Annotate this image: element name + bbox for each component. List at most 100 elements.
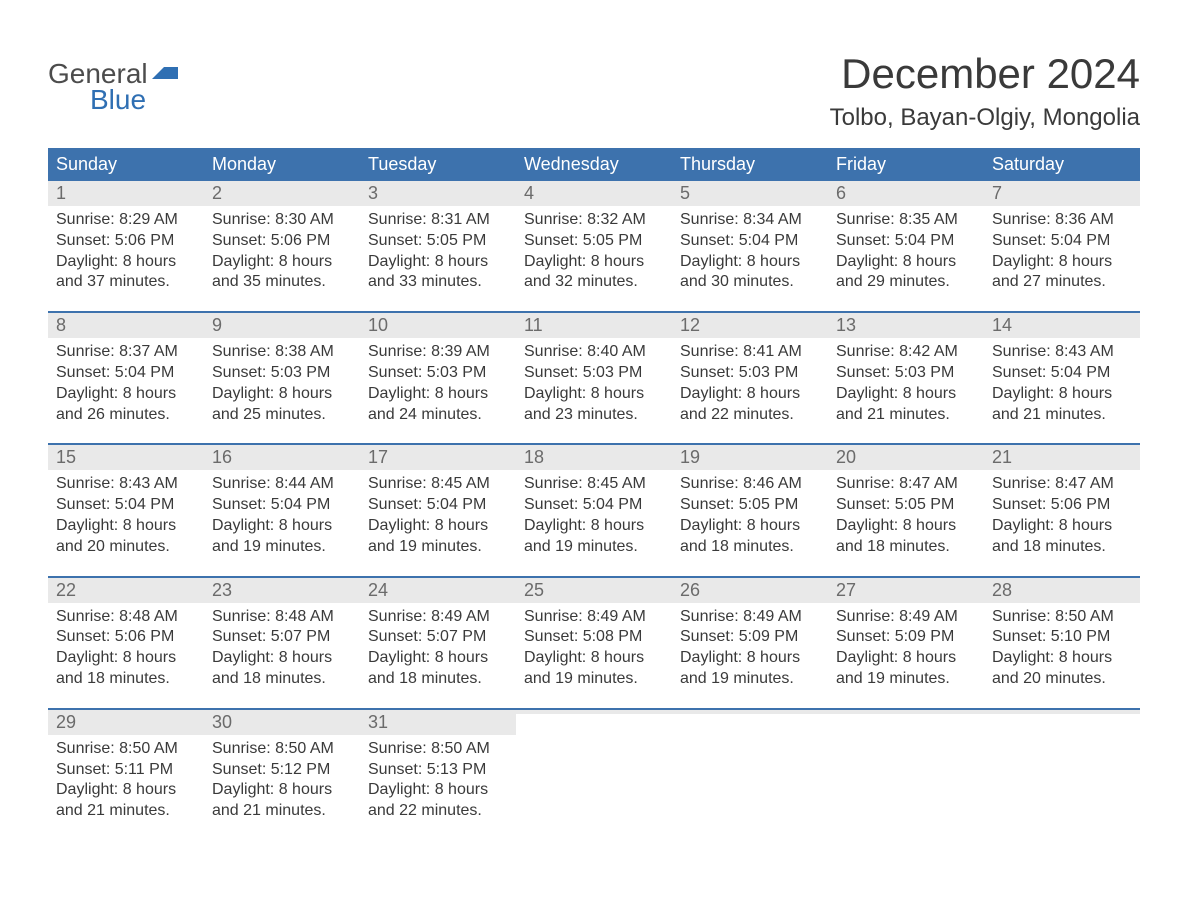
day-number: 22 [56,580,76,600]
week-row: 29Sunrise: 8:50 AMSunset: 5:11 PMDayligh… [48,708,1140,830]
brand-logo: General Blue [48,58,182,116]
sunset-text: Sunset: 5:06 PM [56,231,196,252]
dl2-text: and 21 minutes. [56,801,196,822]
sunset-text: Sunset: 5:10 PM [992,627,1132,648]
title-block: December 2024 Tolbo, Bayan-Olgiy, Mongol… [830,40,1140,142]
sunset-text: Sunset: 5:03 PM [212,363,352,384]
day-number-row: 3 [360,181,516,206]
day-number-row [984,710,1140,714]
sunrise-text: Sunrise: 8:49 AM [680,607,820,628]
weekday-header: Wednesday [516,148,672,181]
weekday-header: Saturday [984,148,1140,181]
day-number-row: 18 [516,445,672,470]
dl1-text: Daylight: 8 hours [212,252,352,273]
day-cell: 24Sunrise: 8:49 AMSunset: 5:07 PMDayligh… [360,578,516,698]
day-cell: 20Sunrise: 8:47 AMSunset: 5:05 PMDayligh… [828,445,984,565]
dl2-text: and 19 minutes. [836,669,976,690]
sunset-text: Sunset: 5:05 PM [524,231,664,252]
dl2-text: and 37 minutes. [56,272,196,293]
dl1-text: Daylight: 8 hours [524,252,664,273]
day-number: 28 [992,580,1012,600]
day-cell: 19Sunrise: 8:46 AMSunset: 5:05 PMDayligh… [672,445,828,565]
dl1-text: Daylight: 8 hours [212,384,352,405]
sunset-text: Sunset: 5:12 PM [212,760,352,781]
dl2-text: and 21 minutes. [992,405,1132,426]
sunset-text: Sunset: 5:06 PM [56,627,196,648]
dl2-text: and 20 minutes. [56,537,196,558]
day-number: 21 [992,447,1012,467]
day-number: 27 [836,580,856,600]
dl2-text: and 18 minutes. [836,537,976,558]
sunrise-text: Sunrise: 8:43 AM [992,342,1132,363]
dl2-text: and 27 minutes. [992,272,1132,293]
day-cell: 12Sunrise: 8:41 AMSunset: 5:03 PMDayligh… [672,313,828,433]
dl1-text: Daylight: 8 hours [836,252,976,273]
week-row: 15Sunrise: 8:43 AMSunset: 5:04 PMDayligh… [48,443,1140,565]
day-number: 9 [212,315,222,335]
day-number-row: 24 [360,578,516,603]
weekday-header: Thursday [672,148,828,181]
dl2-text: and 25 minutes. [212,405,352,426]
day-cell: 29Sunrise: 8:50 AMSunset: 5:11 PMDayligh… [48,710,204,830]
day-cell [828,710,984,830]
sunset-text: Sunset: 5:04 PM [836,231,976,252]
sunset-text: Sunset: 5:04 PM [212,495,352,516]
page: General Blue December 2024 Tolbo, Bayan-… [0,0,1188,918]
day-number-row: 11 [516,313,672,338]
day-number-row: 1 [48,181,204,206]
dl2-text: and 19 minutes. [368,537,508,558]
sunset-text: Sunset: 5:11 PM [56,760,196,781]
day-number-row: 6 [828,181,984,206]
day-number-row: 31 [360,710,516,735]
sunrise-text: Sunrise: 8:45 AM [524,474,664,495]
day-number-row: 10 [360,313,516,338]
dl1-text: Daylight: 8 hours [212,780,352,801]
sunrise-text: Sunrise: 8:29 AM [56,210,196,231]
day-number: 13 [836,315,856,335]
day-number: 26 [680,580,700,600]
weekday-header-row: Sunday Monday Tuesday Wednesday Thursday… [48,148,1140,181]
day-cell: 31Sunrise: 8:50 AMSunset: 5:13 PMDayligh… [360,710,516,830]
sunrise-text: Sunrise: 8:32 AM [524,210,664,231]
sunrise-text: Sunrise: 8:37 AM [56,342,196,363]
sunset-text: Sunset: 5:04 PM [368,495,508,516]
dl1-text: Daylight: 8 hours [836,516,976,537]
day-number-row [672,710,828,714]
sunset-text: Sunset: 5:13 PM [368,760,508,781]
dl2-text: and 23 minutes. [524,405,664,426]
sunset-text: Sunset: 5:03 PM [368,363,508,384]
dl1-text: Daylight: 8 hours [680,252,820,273]
day-cell: 18Sunrise: 8:45 AMSunset: 5:04 PMDayligh… [516,445,672,565]
day-cell: 30Sunrise: 8:50 AMSunset: 5:12 PMDayligh… [204,710,360,830]
day-number-row: 20 [828,445,984,470]
day-number-row: 23 [204,578,360,603]
dl1-text: Daylight: 8 hours [368,384,508,405]
day-number-row: 9 [204,313,360,338]
day-number-row: 14 [984,313,1140,338]
dl1-text: Daylight: 8 hours [524,648,664,669]
sunset-text: Sunset: 5:05 PM [680,495,820,516]
dl2-text: and 29 minutes. [836,272,976,293]
day-number: 16 [212,447,232,467]
day-number: 23 [212,580,232,600]
day-number-row: 27 [828,578,984,603]
dl2-text: and 35 minutes. [212,272,352,293]
day-number-row [516,710,672,714]
day-cell: 10Sunrise: 8:39 AMSunset: 5:03 PMDayligh… [360,313,516,433]
dl2-text: and 18 minutes. [680,537,820,558]
sunrise-text: Sunrise: 8:42 AM [836,342,976,363]
day-number-row: 29 [48,710,204,735]
day-cell: 22Sunrise: 8:48 AMSunset: 5:06 PMDayligh… [48,578,204,698]
day-number: 3 [368,183,378,203]
dl1-text: Daylight: 8 hours [524,516,664,537]
day-number-row [828,710,984,714]
dl1-text: Daylight: 8 hours [56,384,196,405]
sunrise-text: Sunrise: 8:47 AM [836,474,976,495]
sunrise-text: Sunrise: 8:40 AM [524,342,664,363]
dl1-text: Daylight: 8 hours [212,516,352,537]
day-cell: 23Sunrise: 8:48 AMSunset: 5:07 PMDayligh… [204,578,360,698]
dl1-text: Daylight: 8 hours [56,648,196,669]
day-cell: 4Sunrise: 8:32 AMSunset: 5:05 PMDaylight… [516,181,672,301]
dl1-text: Daylight: 8 hours [56,252,196,273]
sunrise-text: Sunrise: 8:46 AM [680,474,820,495]
